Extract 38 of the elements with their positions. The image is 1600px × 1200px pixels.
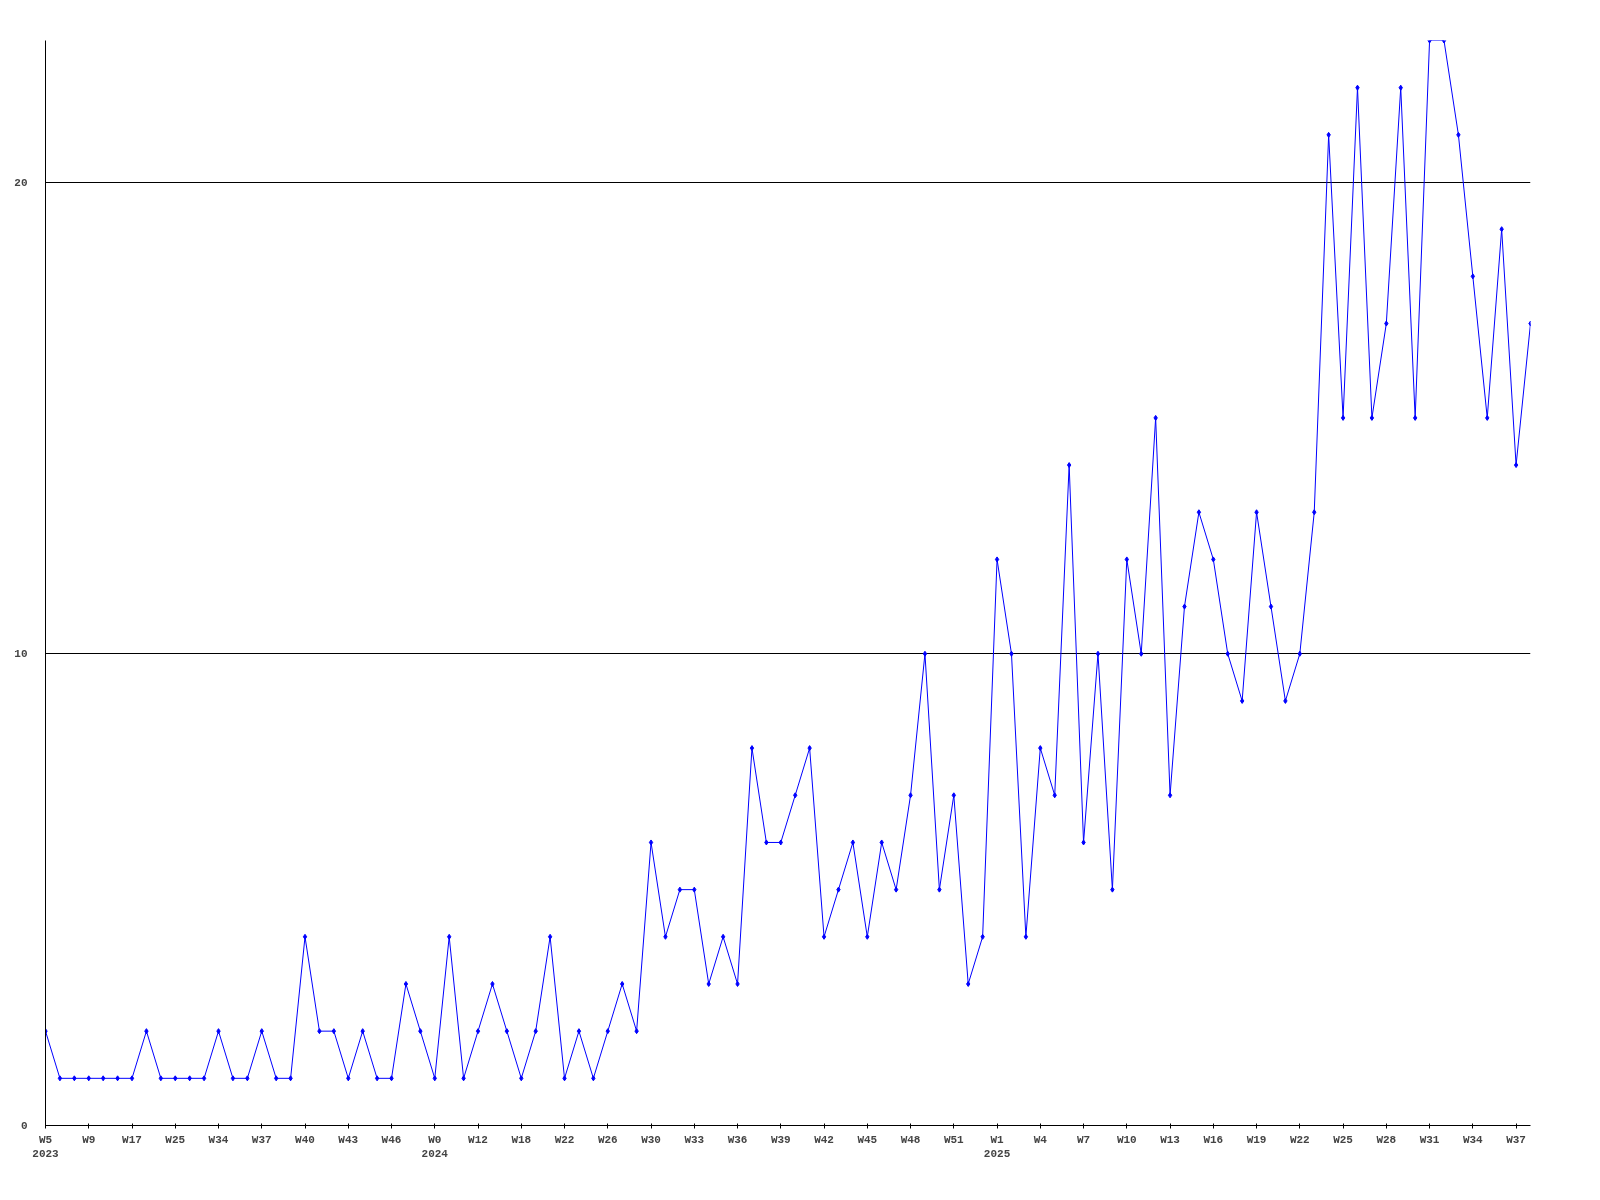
x-tick-label: W17 — [122, 1133, 142, 1146]
x-tick-label: W48 — [900, 1133, 921, 1146]
x-tick-label: W45 — [857, 1133, 878, 1146]
x-tick-label: W46 — [381, 1133, 402, 1146]
x-tick-label: W36 — [727, 1133, 748, 1146]
x-tick-label: W10 — [1116, 1133, 1137, 1146]
y-tick-label: 0 — [20, 1120, 28, 1132]
x-tick-label: W37 — [251, 1133, 272, 1146]
x-tick-label: W22 — [554, 1133, 575, 1146]
x-tick-label: W5 2023 — [32, 1133, 60, 1160]
x-tick-label: W40 — [295, 1133, 315, 1146]
x-tick-label: W16 — [1203, 1133, 1224, 1146]
x-tick-label: W33 — [684, 1133, 705, 1146]
y-tick-label: 20 — [14, 176, 28, 189]
x-tick-label: W51 — [943, 1133, 965, 1146]
x-tick-label: W12 — [468, 1133, 488, 1146]
x-tick-label: W0 2024 — [421, 1133, 449, 1160]
y-tick-label: 10 — [14, 648, 28, 661]
x-tick-label: W43 — [338, 1133, 359, 1146]
x-tick-label: W13 — [1160, 1133, 1181, 1146]
x-tick-label: W1 2025 — [983, 1133, 1011, 1160]
x-tick-label: W9 — [82, 1133, 96, 1146]
x-tick-label: W22 — [1289, 1133, 1310, 1146]
x-tick-label: W28 — [1376, 1133, 1397, 1146]
x-tick-label: W4 — [1033, 1133, 1048, 1146]
x-tick-label: W18 — [511, 1133, 532, 1146]
x-tick-label: W25 — [1333, 1133, 1354, 1146]
x-tick-label: W30 — [641, 1133, 661, 1146]
x-tick-label: W34 — [208, 1133, 229, 1146]
x-tick-label: W37 — [1506, 1133, 1526, 1146]
x-tick-label: W7 — [1076, 1133, 1091, 1146]
x-tick-label: W31 — [1419, 1133, 1440, 1146]
x-tick-label: W25 — [165, 1133, 186, 1146]
x-tick-label: W39 — [770, 1133, 791, 1146]
x-tick-label: W42 — [814, 1133, 834, 1146]
x-tick-label: W34 — [1462, 1133, 1484, 1146]
x-tick-label: W26 — [597, 1133, 618, 1146]
x-tick-label: W19 — [1246, 1133, 1267, 1146]
